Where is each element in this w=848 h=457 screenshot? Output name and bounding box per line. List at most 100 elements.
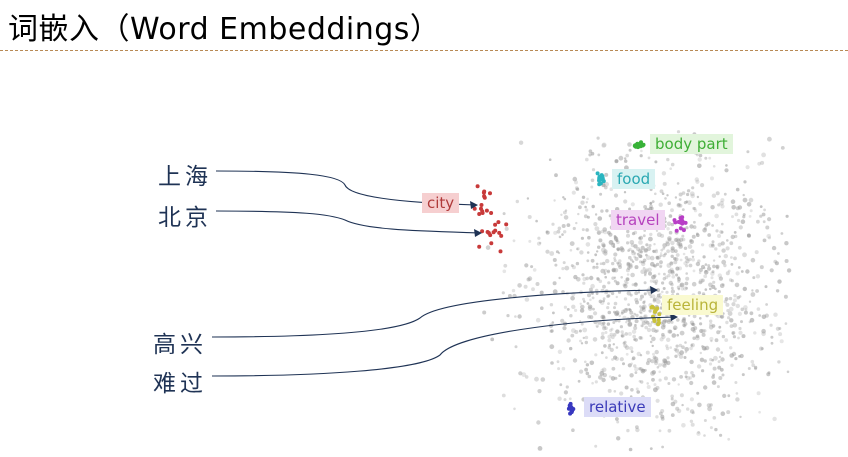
embedding-point bbox=[649, 204, 653, 208]
embedding-point bbox=[770, 335, 774, 339]
embedding-point bbox=[646, 385, 651, 389]
embedding-point bbox=[625, 277, 630, 281]
embedding-point bbox=[670, 246, 675, 251]
arrow-shanghai-to-city bbox=[215, 170, 477, 206]
embedding-point bbox=[720, 241, 725, 246]
embedding-point bbox=[566, 338, 571, 343]
embedding-point bbox=[772, 416, 777, 422]
cluster-point bbox=[497, 230, 502, 235]
embedding-point bbox=[715, 347, 721, 352]
embedding-point bbox=[614, 159, 619, 163]
embedding-point bbox=[685, 264, 689, 268]
embedding-point bbox=[738, 326, 742, 331]
embedding-point bbox=[731, 302, 736, 307]
embedding-point bbox=[551, 222, 555, 226]
embedding-point bbox=[725, 271, 730, 276]
arrow-gaoxing-to-feeling bbox=[211, 289, 657, 338]
embedding-point bbox=[601, 316, 605, 320]
embedding-point bbox=[599, 192, 603, 196]
embedding-point bbox=[562, 196, 565, 199]
embedding-point bbox=[624, 385, 629, 390]
embedding-point bbox=[737, 245, 742, 250]
embedding-point bbox=[603, 249, 608, 254]
embedding-point bbox=[601, 243, 606, 248]
embedding-point bbox=[747, 233, 751, 238]
embedding-point bbox=[564, 265, 570, 271]
embedding-point bbox=[629, 373, 634, 378]
embedding-point bbox=[633, 326, 638, 330]
embedding-point bbox=[586, 215, 590, 219]
embedding-point bbox=[769, 268, 774, 273]
embedding-point bbox=[783, 294, 788, 299]
embedding-point bbox=[739, 353, 744, 359]
embedding-point bbox=[698, 153, 703, 158]
embedding-point bbox=[660, 417, 665, 421]
embedding-point bbox=[739, 415, 742, 419]
embedding-point bbox=[637, 291, 641, 294]
embedding-point bbox=[681, 345, 685, 350]
embedding-point bbox=[777, 252, 780, 255]
embedding-point bbox=[658, 370, 661, 374]
embedding-point bbox=[677, 203, 681, 207]
embedding-point bbox=[591, 292, 594, 295]
embedding-point bbox=[698, 268, 703, 272]
embedding-point bbox=[631, 356, 636, 361]
embedding-point bbox=[577, 212, 580, 216]
embedding-point bbox=[662, 253, 666, 258]
cluster-point bbox=[484, 208, 489, 213]
embedding-point bbox=[719, 230, 724, 234]
embedding-point bbox=[559, 383, 563, 387]
embedding-point bbox=[643, 248, 648, 253]
cluster-label-city: city bbox=[422, 193, 460, 213]
embedding-point bbox=[667, 269, 673, 274]
embedding-point bbox=[602, 321, 606, 325]
embedding-point bbox=[603, 251, 608, 256]
embedding-point bbox=[594, 226, 600, 232]
embedding-point bbox=[624, 157, 627, 160]
embedding-point bbox=[612, 321, 616, 324]
cluster-point bbox=[568, 403, 573, 408]
embedding-point bbox=[634, 371, 638, 374]
embedding-point bbox=[598, 279, 603, 284]
embedding-point bbox=[604, 275, 607, 279]
embedding-point bbox=[734, 381, 738, 384]
embedding-point bbox=[615, 329, 620, 334]
embedding-point bbox=[784, 241, 789, 246]
embedding-point bbox=[595, 324, 599, 328]
embedding-point bbox=[557, 349, 563, 354]
embedding-point bbox=[608, 343, 611, 347]
embedding-point bbox=[729, 324, 734, 328]
embedding-point bbox=[683, 356, 687, 359]
embedding-point bbox=[676, 130, 681, 134]
embedding-point bbox=[649, 447, 653, 450]
embedding-point bbox=[750, 292, 756, 297]
embedding-point bbox=[643, 292, 647, 296]
embedding-point bbox=[688, 257, 692, 262]
embedding-point bbox=[711, 284, 716, 289]
embedding-point bbox=[587, 374, 592, 379]
embedding-point bbox=[702, 255, 706, 259]
embedding-point bbox=[665, 240, 669, 244]
embedding-point bbox=[579, 302, 582, 305]
word-label-shanghai: 上海 bbox=[158, 164, 212, 190]
embedding-point bbox=[651, 327, 656, 333]
embedding-point bbox=[656, 232, 662, 238]
embedding-point bbox=[580, 322, 584, 326]
embedding-point bbox=[655, 299, 661, 304]
embedding-point bbox=[717, 360, 721, 364]
embedding-point bbox=[601, 331, 605, 336]
embedding-point bbox=[619, 325, 624, 329]
embedding-point bbox=[709, 403, 713, 407]
embedding-point bbox=[700, 264, 706, 270]
embedding-point bbox=[679, 393, 684, 398]
embedding-point bbox=[717, 242, 722, 247]
embedding-point bbox=[566, 223, 571, 228]
embedding-point bbox=[662, 277, 666, 281]
embedding-point bbox=[696, 364, 702, 369]
embedding-point bbox=[682, 323, 686, 327]
embedding-point bbox=[501, 291, 505, 295]
embedding-point bbox=[609, 328, 613, 332]
embedding-point bbox=[678, 198, 682, 201]
embedding-point bbox=[779, 339, 784, 344]
embedding-point bbox=[631, 329, 637, 334]
